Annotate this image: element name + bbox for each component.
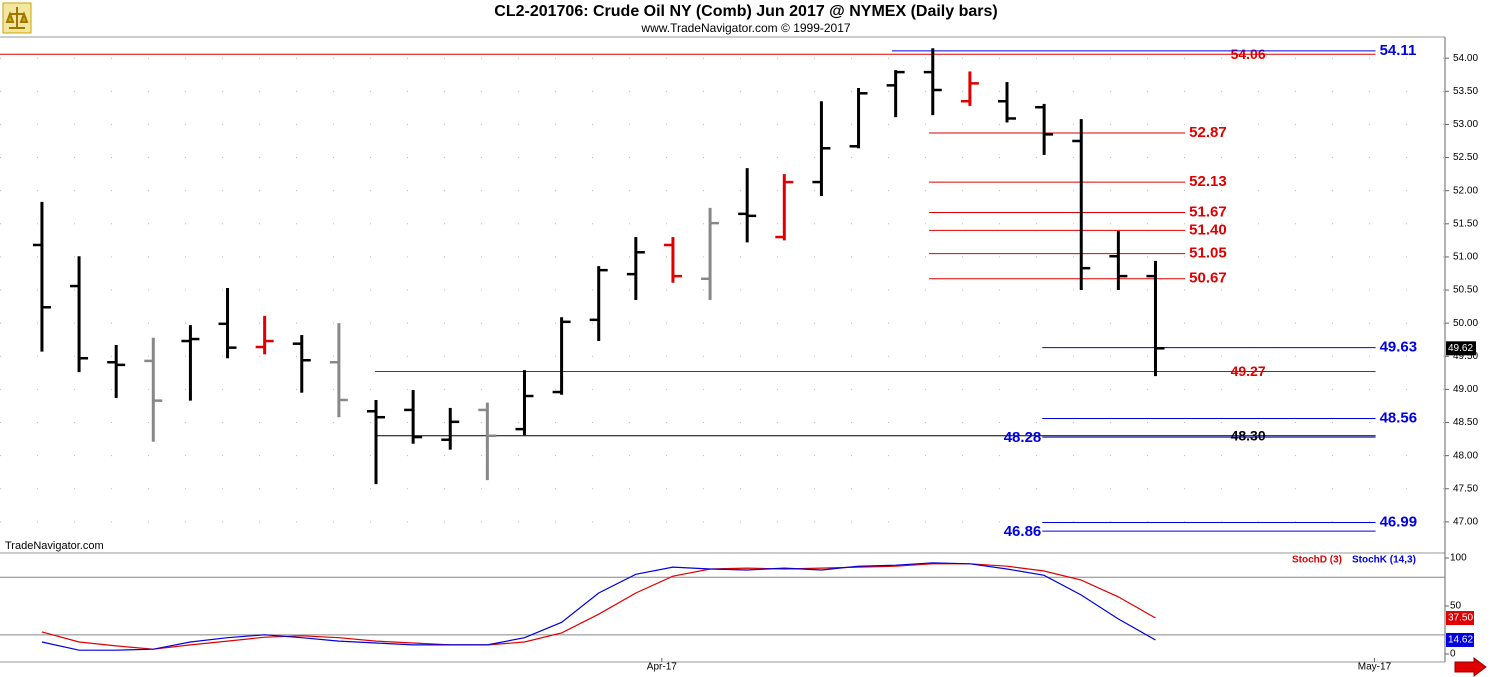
level-label: 51.05 (1189, 245, 1227, 262)
y-tick-label: 47.00 (1453, 517, 1478, 528)
level-label: 48.30 (1231, 427, 1266, 443)
level-label: 48.28 (1004, 429, 1042, 446)
chart-subtitle: www.TradeNavigator.com © 1999-2017 (640, 21, 850, 35)
y-tick-label: 53.50 (1453, 86, 1478, 97)
y-tick-label: 52.50 (1453, 152, 1478, 163)
y-tick-label: 54.00 (1453, 53, 1478, 64)
y-tick-label: 52.00 (1453, 185, 1478, 196)
level-label: 49.27 (1231, 363, 1266, 379)
value-label: 37.50 (1448, 613, 1473, 624)
level-label: 52.13 (1189, 173, 1227, 190)
value-label-box (1446, 611, 1474, 626)
level-label: 46.99 (1380, 513, 1418, 530)
level-label: 54.06 (1231, 46, 1266, 62)
watermark: TradeNavigator.com (5, 540, 104, 552)
y-tick-label: 50 (1450, 601, 1462, 612)
level-label: 52.87 (1189, 124, 1227, 141)
level-label: 51.40 (1189, 221, 1227, 238)
chart-title: CL2-201706: Crude Oil NY (Comb) Jun 2017… (494, 3, 997, 20)
x-tick-label: Apr-17 (647, 662, 677, 673)
value-label: 14.62 (1448, 635, 1473, 646)
last-price-box (1446, 341, 1476, 356)
value-label-box (1446, 632, 1474, 647)
y-tick-label: 49.50 (1453, 351, 1478, 362)
level-label: 46.86 (1004, 523, 1042, 540)
stoch-line (41, 562, 1156, 651)
level-label: 50.67 (1189, 270, 1227, 287)
legend-entry: StochD (3) (1292, 555, 1342, 566)
logo (2, 2, 32, 34)
level-label: 54.11 (1380, 42, 1417, 59)
y-tick-label: 53.00 (1453, 119, 1478, 130)
level-label: 51.67 (1189, 204, 1227, 221)
y-tick-label: 49.00 (1453, 384, 1478, 395)
y-tick-label: 0 (1450, 649, 1456, 660)
y-tick-label: 51.00 (1453, 252, 1478, 263)
y-tick-label: 47.50 (1453, 483, 1478, 494)
last-price-label: 49.62 (1448, 343, 1473, 354)
x-tick-label: May-17 (1358, 662, 1392, 673)
level-label: 48.56 (1380, 410, 1418, 427)
y-tick-label: 48.50 (1453, 417, 1478, 428)
scroll-arrow[interactable] (1454, 657, 1487, 677)
y-tick-label: 100 (1450, 553, 1467, 564)
y-tick-label: 50.50 (1453, 285, 1478, 296)
level-label: 49.63 (1380, 339, 1418, 356)
y-tick-label: 50.00 (1453, 318, 1478, 329)
y-tick-label: 48.00 (1453, 450, 1478, 461)
legend-entry: StochK (14,3) (1352, 555, 1416, 566)
y-tick-label: 51.50 (1453, 218, 1478, 229)
